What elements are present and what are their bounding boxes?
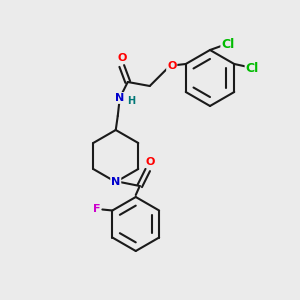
Text: O: O xyxy=(167,61,176,71)
Text: Cl: Cl xyxy=(221,38,235,50)
Text: H: H xyxy=(127,96,135,106)
Text: O: O xyxy=(145,157,154,167)
Text: F: F xyxy=(93,203,100,214)
Text: N: N xyxy=(111,177,120,187)
Text: N: N xyxy=(115,93,124,103)
Text: Cl: Cl xyxy=(246,61,259,74)
Text: O: O xyxy=(117,53,126,63)
